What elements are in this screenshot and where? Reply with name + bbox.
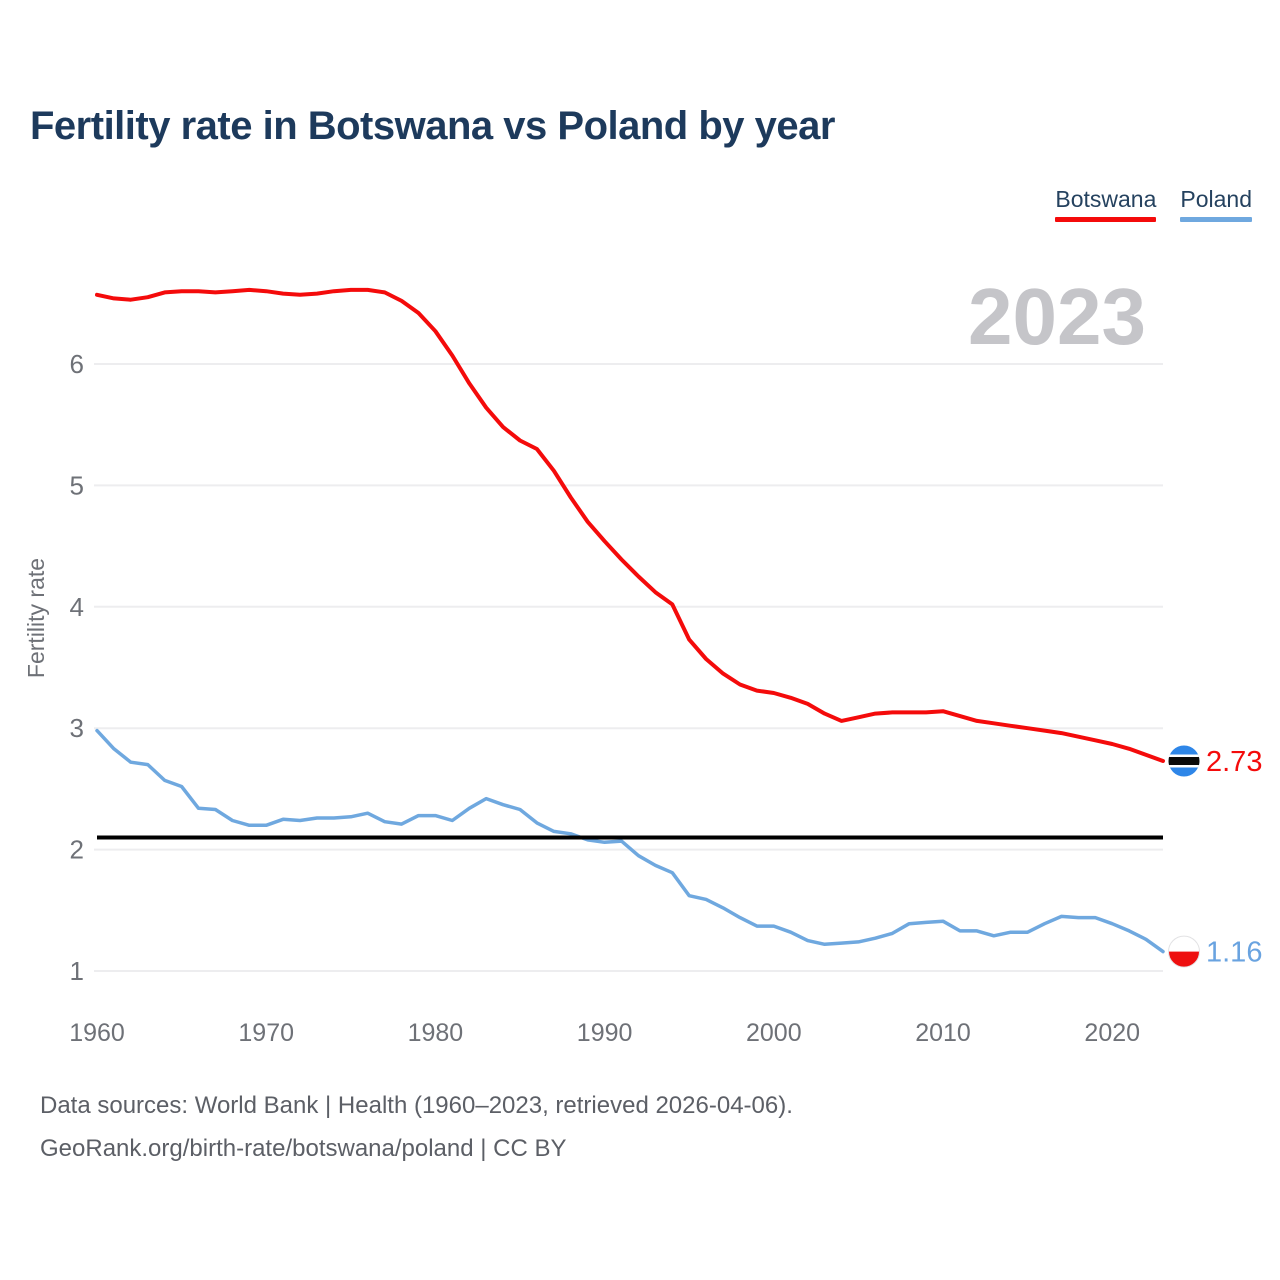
source-line-1: Data sources: World Bank | Health (1960–… [40, 1092, 793, 1119]
y-tick-label: 4 [70, 592, 84, 622]
source-line-2: GeoRank.org/birth-rate/botswana/poland |… [40, 1135, 567, 1162]
poland-flag-icon [1168, 935, 1200, 968]
legend-label-poland: Poland [1180, 186, 1252, 212]
x-tick-label: 2020 [1084, 1019, 1140, 1047]
page-title: Fertility rate in Botswana vs Poland by … [30, 104, 835, 148]
year-watermark: 2023 [968, 272, 1146, 361]
y-gridlines-and-ticks: 1 2 3 4 5 6 [70, 349, 1163, 986]
legend-swatch-poland [1180, 217, 1252, 222]
x-tick-label: 1960 [69, 1019, 125, 1047]
x-axis-ticks: 1960 1970 1980 1990 2000 2010 2020 [69, 1019, 1140, 1047]
poland-value-label: 1.16 [1206, 937, 1262, 969]
poland-series-line [95, 728, 1165, 954]
legend-label-botswana: Botswana [1055, 186, 1157, 212]
x-tick-label: 1970 [238, 1019, 294, 1047]
y-tick-label: 3 [70, 713, 84, 743]
legend-swatch-botswana [1055, 217, 1157, 222]
x-tick-label: 1980 [408, 1019, 464, 1047]
y-tick-label: 6 [70, 349, 84, 379]
legend-item-poland[interactable]: Poland [1180, 186, 1252, 222]
x-tick-label: 2010 [915, 1019, 971, 1047]
x-tick-label: 2000 [746, 1019, 802, 1047]
legend: Botswana Poland [1055, 186, 1252, 222]
x-tick-label: 1990 [577, 1019, 633, 1047]
y-tick-label: 5 [70, 470, 84, 500]
botswana-series-line [95, 287, 1165, 763]
y-tick-label: 2 [70, 835, 84, 865]
botswana-flag-icon [1168, 745, 1200, 777]
y-tick-label: 1 [70, 956, 84, 986]
botswana-value-label: 2.73 [1206, 746, 1262, 778]
source-note: Data sources: World Bank | Health (1960–… [40, 1084, 793, 1170]
y-axis-label: Fertility rate [23, 558, 49, 678]
legend-item-botswana[interactable]: Botswana [1055, 186, 1157, 222]
